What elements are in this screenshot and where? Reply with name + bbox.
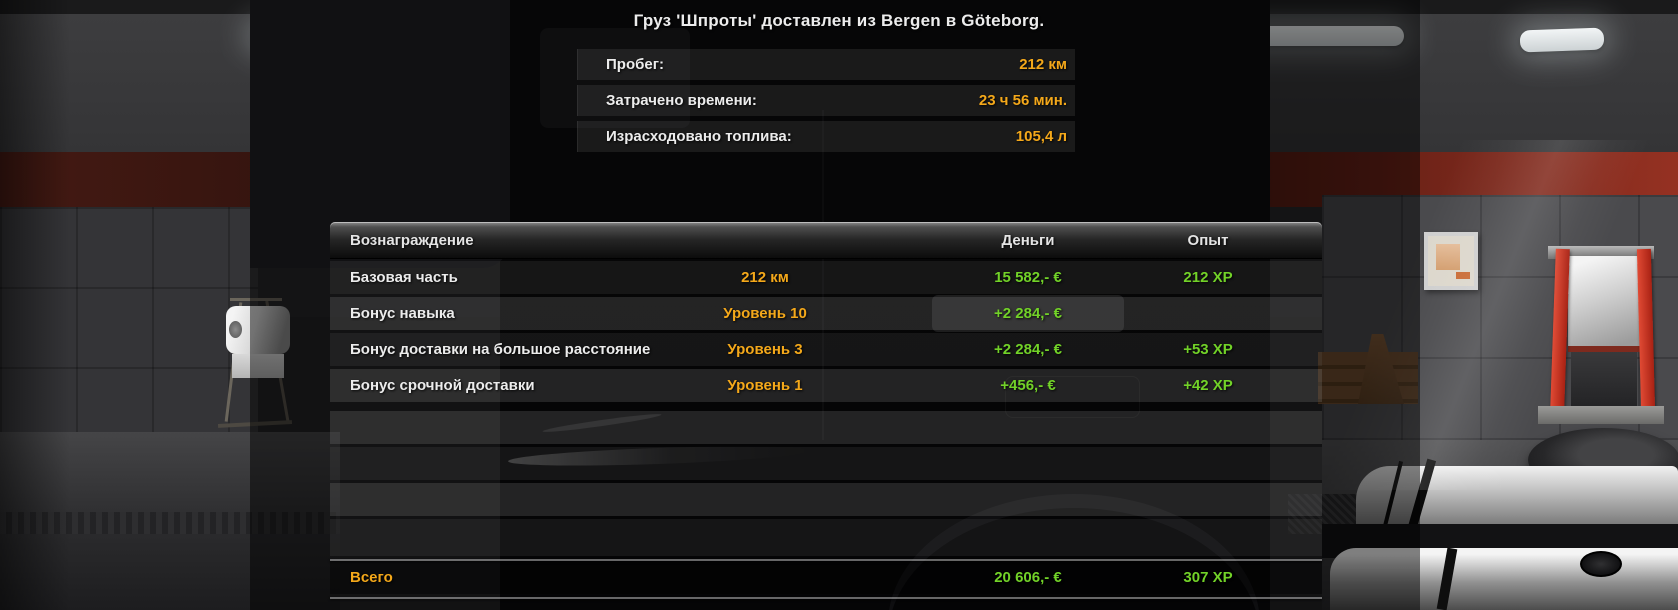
stat-row-fuel: Израсходовано топлива: 105,4 л	[577, 121, 1075, 152]
row-label: Базовая часть	[350, 269, 458, 286]
row-money: +2 284,- €	[994, 341, 1062, 358]
ceiling-lamp-right	[1232, 26, 1404, 46]
fuel-cap	[1580, 551, 1622, 577]
header-reward: Вознаграждение	[350, 231, 474, 249]
table-row: Бонус доставки на большое расстояние Уро…	[330, 333, 1322, 366]
truck-mirror-shape	[540, 28, 690, 128]
total-separator-top	[330, 559, 1322, 561]
paper-roll-core	[229, 321, 242, 338]
row-detail: 212 км	[741, 269, 789, 286]
lift-panel	[1568, 256, 1640, 350]
dim-overlay	[250, 0, 1420, 610]
empty-table-row	[330, 411, 1322, 444]
paper-towel-stand	[202, 296, 306, 432]
total-money: 20 606,- €	[994, 569, 1062, 586]
row-money-highlighted: +2 284,- €	[932, 295, 1124, 332]
row-xp: +42 XP	[1183, 377, 1233, 394]
stat-value: 212 км	[1019, 56, 1067, 73]
trip-stats-panel: Пробег: 212 км Затрачено времени: 23 ч 5…	[577, 49, 1075, 157]
header-money: Деньги	[1001, 231, 1055, 249]
wooden-ramp	[1318, 334, 1440, 406]
empty-table-row	[330, 483, 1322, 516]
row-money: +456,- €	[1000, 377, 1056, 394]
total-label: Всего	[350, 569, 393, 586]
empty-table-row	[330, 447, 1322, 480]
header-xp: Опыт	[1187, 231, 1229, 249]
truck-door-handle	[1005, 376, 1140, 418]
stat-row-distance: Пробег: 212 км	[577, 49, 1075, 80]
stat-label: Затрачено времени:	[606, 92, 757, 109]
lift-lower-panel	[1571, 352, 1637, 408]
row-detail: Уровень 1	[727, 377, 803, 394]
row-detail: Уровень 10	[723, 305, 807, 322]
poster-frame	[1424, 232, 1478, 290]
page-title: Груз 'Шпроты' доставлен из Bergen в Göte…	[633, 11, 1045, 30]
stat-row-time: Затрачено времени: 23 ч 56 мин.	[577, 85, 1075, 116]
total-xp: 307 XP	[1183, 569, 1233, 586]
lift-top-bar	[1548, 246, 1654, 259]
fuel-tank	[1330, 547, 1678, 610]
stat-value: 105,4 л	[1015, 128, 1067, 145]
total-separator-bottom	[330, 597, 1322, 599]
lift-base	[1538, 406, 1664, 424]
empty-table-row	[330, 519, 1322, 556]
truck-door-line	[822, 110, 824, 440]
floor-grate	[0, 512, 340, 534]
row-label: Бонус навыка	[350, 305, 455, 322]
stat-label: Пробег:	[606, 56, 664, 73]
rewards-table: Вознаграждение Деньги Опыт Базовая часть…	[330, 222, 1322, 599]
stand-top-bar	[230, 298, 282, 301]
table-row: Бонус срочной доставки Уровень 1 +456,- …	[330, 369, 1322, 402]
row-label: Бонус срочной доставки	[350, 377, 535, 394]
poster-art	[1436, 244, 1460, 270]
row-label: Бонус доставки на большое расстояние	[350, 341, 651, 358]
lift-mid-bar	[1568, 346, 1640, 352]
table-row: Базовая часть 212 км 15 582,- € 212 XP	[330, 261, 1322, 294]
paper-sheet	[232, 354, 284, 378]
poster-art-detail	[1456, 272, 1470, 279]
stat-label: Израсходовано топлива:	[606, 128, 792, 145]
row-detail: Уровень 3	[727, 341, 803, 358]
total-row: Всего 20 606,- € 307 XP	[330, 561, 1322, 594]
truck-silhouette	[250, 0, 1270, 610]
row-xp: 212 XP	[1183, 269, 1233, 286]
rewards-table-header: Вознаграждение Деньги Опыт	[330, 222, 1322, 258]
left-vignette	[0, 0, 70, 610]
stat-value: 23 ч 56 мин.	[978, 92, 1067, 109]
red-lift-frame	[1538, 246, 1664, 424]
row-xp: +53 XP	[1183, 341, 1233, 358]
row-money: 15 582,- €	[994, 269, 1062, 286]
table-row: Бонус навыка Уровень 10 +2 284,- €	[330, 295, 1322, 332]
light-shaft	[1322, 140, 1678, 490]
